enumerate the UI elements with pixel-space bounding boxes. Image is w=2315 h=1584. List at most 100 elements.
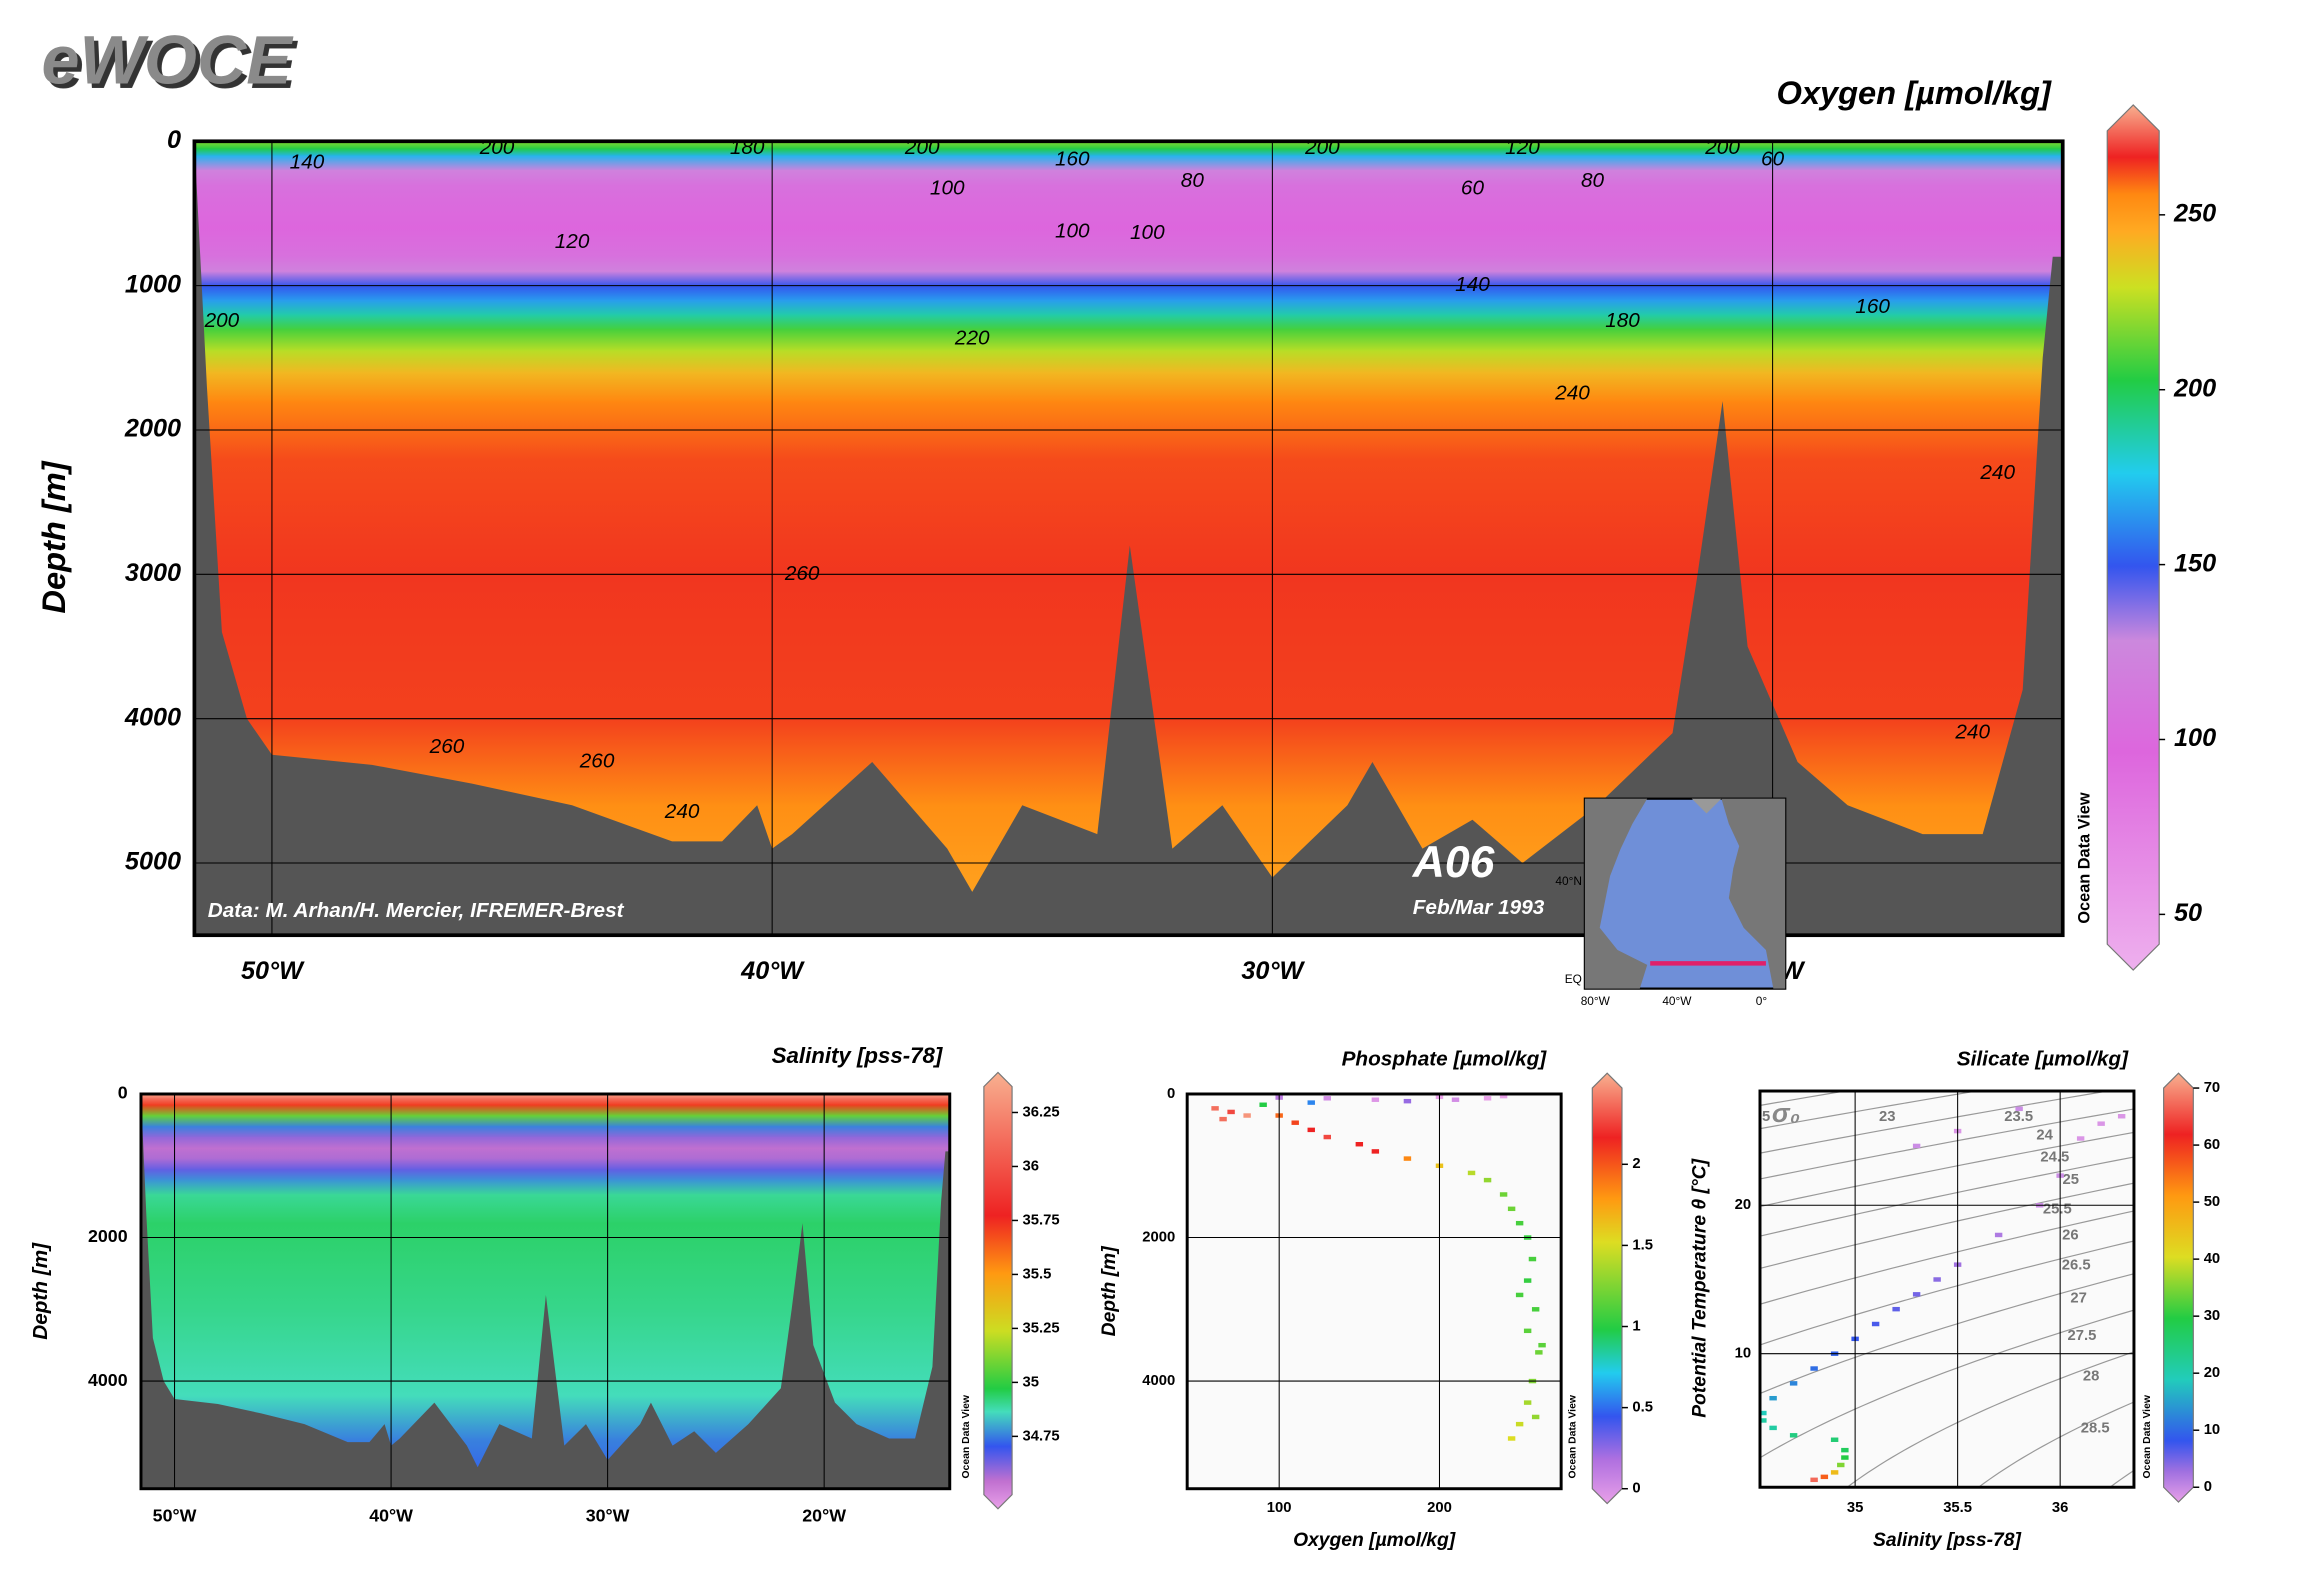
point xyxy=(2117,1114,2126,1119)
plot-area xyxy=(1211,1093,1546,1441)
y-tick-label: 2000 xyxy=(88,1226,128,1246)
field-band xyxy=(140,1180,950,1196)
colorbar-tick-label: 0.5 xyxy=(1632,1400,1653,1416)
y-tick-label: 2000 xyxy=(1142,1229,1175,1245)
point xyxy=(1531,1414,1540,1420)
point xyxy=(1371,1097,1380,1102)
point xyxy=(1528,1256,1537,1262)
field-band xyxy=(194,328,2063,352)
field-band xyxy=(140,1093,950,1100)
colorbar xyxy=(1591,1072,1623,1505)
contour-label: 200 xyxy=(479,136,515,159)
field-band xyxy=(140,1137,950,1149)
point xyxy=(1769,1395,1777,1401)
isopycnal xyxy=(1759,1091,2112,1154)
isopycnal-label: 28 xyxy=(2083,1369,2100,1385)
contour-label: 60 xyxy=(1761,148,1785,171)
field-band xyxy=(194,300,2063,316)
isopycnal-label: 29 xyxy=(2101,1487,2118,1503)
y-tick-label: 10 xyxy=(1735,1346,1752,1362)
isopycnal-label: 23 xyxy=(1879,1109,1896,1125)
colorbar-tick-label: 36.25 xyxy=(1022,1104,1059,1120)
point xyxy=(1912,1143,1921,1149)
point xyxy=(1892,1306,1900,1312)
isopycnal-label: 26 xyxy=(2062,1228,2079,1244)
contour-label: 140 xyxy=(290,150,325,173)
contour-label: 160 xyxy=(1855,295,1890,318)
colorbar-tick-label: 200 xyxy=(2173,374,2216,402)
y-tick-label: 5000 xyxy=(125,848,181,876)
point xyxy=(1499,1093,1508,1099)
field-band xyxy=(194,141,2063,150)
isopycnal xyxy=(1759,1273,2134,1395)
point xyxy=(1820,1474,1829,1480)
point xyxy=(1507,1436,1516,1441)
contour-label: 80 xyxy=(1581,169,1605,192)
credit: Ocean Data View xyxy=(2075,792,2093,923)
point xyxy=(1523,1400,1532,1405)
colorbar-tick-label: 50 xyxy=(2204,1194,2221,1210)
field-band xyxy=(140,1115,950,1128)
field-band xyxy=(140,1194,950,1224)
field-band xyxy=(140,1126,950,1138)
x-tick-label: 30°W xyxy=(586,1506,630,1526)
contour-label: 180 xyxy=(730,136,765,159)
point xyxy=(1259,1102,1267,1107)
point xyxy=(1219,1116,1227,1122)
inset-label: EQ xyxy=(1565,972,1582,986)
point xyxy=(1323,1096,1331,1101)
colorbar-tick-label: 250 xyxy=(2173,199,2216,227)
x-tick-label: 100 xyxy=(1267,1500,1292,1516)
colorbar-tick-label: 35.25 xyxy=(1022,1320,1059,1336)
field-band xyxy=(194,372,2063,402)
x-tick-label: 35.5 xyxy=(1943,1500,1972,1516)
point xyxy=(1535,1350,1543,1355)
field-band xyxy=(194,256,2063,272)
point xyxy=(1403,1156,1412,1161)
contour-label: 200 xyxy=(1704,136,1740,159)
contour-label: 100 xyxy=(1055,220,1090,243)
field-band xyxy=(194,227,2063,258)
point xyxy=(2097,1121,2105,1126)
x-axis-label: Salinity [pss-78] xyxy=(1873,1530,2021,1551)
isopycnal-label: 27 xyxy=(2070,1291,2087,1307)
contour-label: 200 xyxy=(1304,136,1340,159)
y-tick-label: 0 xyxy=(118,1083,128,1103)
point xyxy=(1912,1292,1921,1297)
y-axis-label: Depth [m] xyxy=(1099,1246,1120,1337)
point xyxy=(1307,1127,1315,1133)
colorbar xyxy=(2106,104,2160,971)
y-axis-label: Depth [m] xyxy=(35,460,72,613)
contour-label: 260 xyxy=(784,562,820,585)
isopycnal xyxy=(1759,1108,2134,1180)
point xyxy=(1841,1447,1849,1453)
logo: eWOCE xyxy=(42,23,295,99)
x-tick-label: 200 xyxy=(1427,1500,1452,1516)
y-tick-label: 2000 xyxy=(124,415,181,443)
point xyxy=(1355,1142,1364,1147)
point xyxy=(1789,1381,1798,1386)
plot-area: 22.5 23 23.524 24.5 25 25.5 26 26.5 27 27.5 28 28.5… xyxy=(1759,1091,2134,1503)
point xyxy=(1523,1278,1532,1283)
plot-frame xyxy=(1758,1089,2136,1489)
colorbar-tick-label: 40 xyxy=(2204,1251,2221,1267)
colorbar-tick-label: 60 xyxy=(2204,1137,2221,1153)
contour-label: 260 xyxy=(579,749,615,772)
point xyxy=(1538,1342,1546,1348)
contour-label: 240 xyxy=(1954,721,1990,744)
inset-label: 40°N xyxy=(1555,874,1581,888)
inset-land xyxy=(1691,798,1722,814)
contour-label: 200 xyxy=(904,136,940,159)
inset-land xyxy=(1721,798,1786,989)
colorbar-tick-label: 70 xyxy=(2204,1080,2221,1096)
x-axis-label: Oxygen [µmol/kg] xyxy=(1293,1530,1456,1551)
colorbar-tick-label: 1 xyxy=(1632,1318,1640,1334)
isopycnal xyxy=(1846,1351,2134,1488)
y-tick-label: 1000 xyxy=(125,270,181,298)
y-axis-label: Potential Temperature θ [°C] xyxy=(1690,1158,1711,1417)
field-band xyxy=(194,155,2063,171)
field-band xyxy=(140,1098,950,1106)
chart-title: Phosphate [µmol/kg] xyxy=(1342,1047,1548,1070)
contour-label: 100 xyxy=(1130,221,1165,244)
isopycnal xyxy=(1759,1309,2134,1459)
